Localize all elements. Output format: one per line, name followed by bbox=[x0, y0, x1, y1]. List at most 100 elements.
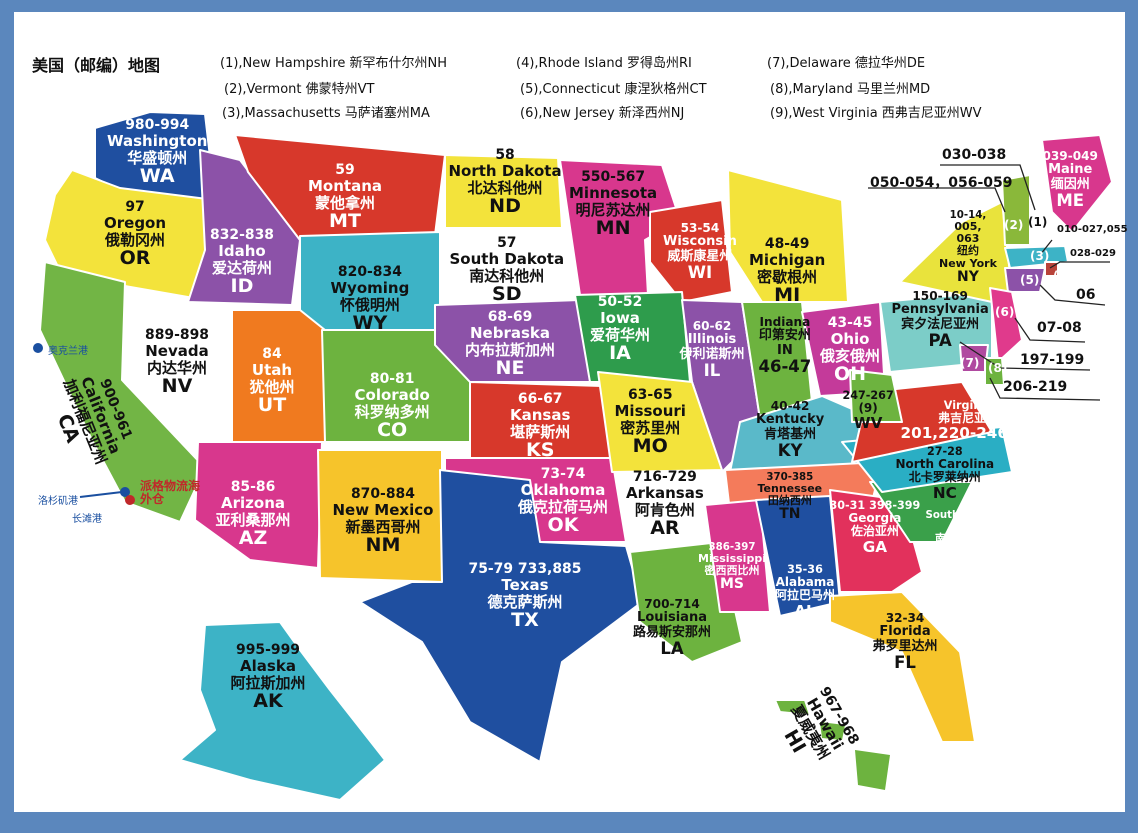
state-name: 密歇根州 bbox=[757, 267, 818, 286]
zip-range: 550-567 bbox=[581, 169, 646, 185]
state-shape-ct bbox=[1004, 267, 1046, 293]
state-name: South Dakota bbox=[449, 250, 565, 269]
state-marker-ma: (3) bbox=[1030, 249, 1050, 263]
state-name: IN bbox=[777, 342, 793, 358]
state-name: 威斯康星州 bbox=[667, 248, 733, 264]
state-name: Pennsylvania bbox=[891, 302, 989, 318]
state-name: 犹他州 bbox=[249, 377, 295, 396]
state-shape-ms bbox=[704, 499, 771, 613]
state-abbr: AZ bbox=[238, 527, 268, 550]
state-name: 俄亥俄州 bbox=[820, 346, 881, 365]
state-shape-vt bbox=[1001, 174, 1031, 246]
state-name: 堪萨斯州 bbox=[510, 422, 571, 441]
zip-range: 889-898 bbox=[145, 327, 209, 343]
state-abbr: OK bbox=[547, 514, 579, 537]
state-abbr: SD bbox=[492, 283, 522, 306]
state-label-pa: 150-169 Pennsylvania 宾夕法尼亚州 PA bbox=[891, 289, 989, 350]
state-abbr: TN bbox=[779, 506, 801, 523]
state-shape-wv bbox=[849, 369, 903, 423]
zip-range: 59 bbox=[335, 162, 355, 178]
zip-callout: 206-219 bbox=[1003, 379, 1068, 395]
zip-range: 10-14, bbox=[949, 210, 987, 221]
state-abbr: IA bbox=[609, 342, 631, 365]
state-name: 蒙他拿州 bbox=[315, 193, 376, 212]
state-label-wy: 820-834 Wyoming 怀俄明州 WY bbox=[331, 264, 410, 335]
state-name: 怀俄明州 bbox=[339, 295, 400, 314]
zip-range: Indiana bbox=[759, 315, 811, 329]
state-name: 005, bbox=[954, 220, 982, 234]
state-abbr: ID bbox=[230, 275, 254, 298]
zip-range: 80-81 bbox=[369, 371, 415, 387]
state-marker-md: (8) bbox=[988, 361, 1008, 375]
warehouse-pin-icon bbox=[125, 495, 135, 505]
state-name: Colorado bbox=[354, 386, 430, 405]
state-shape-id bbox=[187, 149, 301, 306]
state-name: 南达科他州 bbox=[469, 266, 545, 285]
state-name: 田纳西州 bbox=[767, 494, 812, 508]
state-name: Michigan bbox=[749, 251, 826, 270]
state-abbr: CO bbox=[377, 419, 408, 442]
state-name: New York bbox=[939, 256, 997, 270]
state-shape-ca bbox=[39, 261, 206, 523]
zip-range: South Carolina 29 bbox=[925, 510, 1011, 533]
callout-line bbox=[868, 187, 1006, 213]
state-name: 纽约 bbox=[956, 244, 979, 258]
state-name: Minnesota bbox=[569, 184, 658, 203]
state-abbr: 201,220-246 VA bbox=[900, 424, 1036, 443]
state-label-va: Virginia 弗吉尼亚州 201,220-246 VA bbox=[900, 399, 1036, 443]
state-label-tn: 370-385 Tennessee 田纳西州 TN bbox=[758, 472, 823, 523]
zip-range: 66-67 bbox=[517, 391, 563, 407]
zip-callout: 07-08 bbox=[1037, 320, 1082, 336]
state-name: (9) bbox=[858, 401, 878, 416]
zip-range: 97 bbox=[125, 199, 145, 215]
state-shape-mi bbox=[727, 169, 849, 303]
port-label: 奥克兰港 bbox=[48, 346, 88, 357]
port-label: 洛杉矶港 bbox=[38, 496, 78, 507]
state-shape-wi bbox=[649, 199, 733, 303]
state-name: Georgia bbox=[848, 511, 902, 526]
state-marker-nh: (1) bbox=[1028, 215, 1048, 229]
state-name: 爱达荷州 bbox=[211, 258, 272, 277]
zip-range: 247-267 bbox=[842, 389, 894, 402]
state-marker-de: (7) bbox=[960, 356, 980, 370]
state-label-il: 60-62 Illinois 伊利诺斯州 IL bbox=[680, 319, 745, 380]
zip-range: 35-36 bbox=[787, 563, 823, 576]
map-title: 美国（邮编）地图 bbox=[32, 56, 161, 75]
state-abbr: PA bbox=[928, 330, 952, 350]
state-shape-fl bbox=[829, 591, 976, 743]
state-label-ia: 50-52 Iowa 爱荷华州 IA bbox=[590, 294, 650, 365]
state-name: Kentucky bbox=[756, 412, 825, 428]
state-marker-nj: (6) bbox=[995, 305, 1015, 319]
state-shape-nd bbox=[444, 154, 563, 229]
state-name: 弗罗里达州 bbox=[872, 638, 938, 654]
state-name: 阿拉巴马州 bbox=[775, 588, 836, 603]
state-name: Kansas bbox=[510, 406, 571, 425]
state-name: 北达科他州 bbox=[467, 178, 543, 197]
state-abbr: NM bbox=[365, 534, 401, 557]
zip-range: 870-884 bbox=[350, 486, 415, 502]
state-label-nc: 27-28 North Carolina 北卡罗莱纳州 NC bbox=[896, 445, 995, 501]
map-sheet: 美国（邮编）地图 (1),New Hampshire 新罕布什尔州NH (2),V… bbox=[14, 12, 1128, 812]
state-name: 阿肯色州 bbox=[634, 500, 695, 519]
state-abbr: WY bbox=[352, 312, 388, 335]
state-name: Nebraska bbox=[470, 324, 551, 343]
state-abbr: NE bbox=[495, 357, 525, 380]
callout-line bbox=[1014, 317, 1086, 343]
state-abbr: WV bbox=[853, 414, 883, 433]
state-abbr: TX bbox=[511, 609, 539, 632]
state-abbr: MS bbox=[720, 576, 744, 593]
state-label-id: 832-838 Idaho 爱达荷州 ID bbox=[210, 227, 274, 298]
state-name: 北卡罗莱纳州 bbox=[908, 470, 981, 485]
zip-range: 27-28 bbox=[926, 445, 963, 458]
state-name: Nevada bbox=[145, 342, 209, 361]
state-abbr: AR bbox=[650, 517, 680, 540]
state-abbr: ME bbox=[1056, 190, 1085, 210]
zip-range: 716-729 bbox=[632, 469, 697, 485]
state-abbr: NV bbox=[161, 375, 193, 398]
hawaii-island bbox=[820, 722, 845, 740]
state-name: 肯塔基州 bbox=[764, 426, 817, 442]
zip-range: 75-79 733,885 bbox=[468, 561, 582, 577]
state-label-wi: 53-54 Wisconsin 威斯康星州 WI bbox=[663, 221, 737, 282]
state-name: Montana bbox=[308, 177, 383, 196]
state-label-ut: 84 Utah 犹他州 UT bbox=[249, 346, 295, 416]
